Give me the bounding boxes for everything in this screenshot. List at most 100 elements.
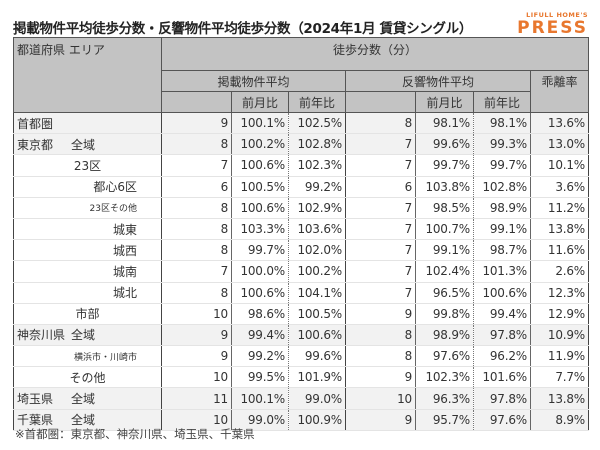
response-yoy: 96.2% <box>473 345 531 368</box>
header-listing-avg: 掲載物件平均 <box>161 70 346 92</box>
response-minutes: 9 <box>345 303 416 325</box>
gap-rate: 7.7% <box>530 366 589 389</box>
response-mom: 99.1% <box>415 239 474 262</box>
table-row: 市部 10 98.6% 100.5% 9 99.8% 99.4% 12.9% <box>13 303 589 325</box>
listing-minutes: 8 <box>161 218 232 241</box>
area-cell: 首都圏 <box>13 111 162 135</box>
response-mom: 99.8% <box>415 303 474 325</box>
header-response-blank <box>345 91 416 113</box>
gap-rate: 11.2% <box>530 197 589 219</box>
response-minutes: 8 <box>345 323 416 347</box>
listing-yoy: 99.0% <box>288 387 346 410</box>
area-label: 23区 <box>13 154 162 177</box>
response-yoy: 99.4% <box>473 303 531 325</box>
logo-small-text: LIFULL HOME'S <box>526 11 588 19</box>
listing-yoy: 99.2% <box>288 176 346 198</box>
area-cell: 千葉県 全域 <box>13 408 162 431</box>
listing-mom: 99.4% <box>231 323 289 347</box>
listing-yoy: 100.9% <box>288 408 346 431</box>
listing-mom: 98.6% <box>231 303 289 325</box>
listing-yoy: 99.6% <box>288 345 346 368</box>
listing-mom: 99.0% <box>231 408 289 431</box>
walking-minutes-table: 都道府県 エリア 徒歩分数（分） 掲載物件平均 反響物件平均 乖離率 前月比 前… <box>13 37 590 431</box>
header-listing-blank <box>161 91 232 113</box>
listing-minutes: 11 <box>161 387 232 410</box>
response-yoy: 97.6% <box>473 408 531 431</box>
area-label: 全域 <box>71 413 96 428</box>
table-row: 東京都 全域 8 100.2% 102.8% 7 99.6% 99.3% 13.0% <box>13 133 589 156</box>
listing-mom: 99.7% <box>231 239 289 262</box>
table-row: 城北 8 100.6% 104.1% 7 96.5% 100.6% 12.3% <box>13 282 589 304</box>
area-cell: 神奈川県 全域 <box>13 323 162 347</box>
gap-rate: 13.6% <box>530 111 589 135</box>
table-row: 首都圏 9 100.1% 102.5% 8 98.1% 98.1% 13.6% <box>13 111 589 135</box>
table-row: 都心6区 6 100.5% 99.2% 6 103.8% 102.8% 3.6% <box>13 176 589 198</box>
listing-mom: 100.1% <box>231 387 289 410</box>
listing-minutes: 8 <box>161 133 232 156</box>
listing-yoy: 102.9% <box>288 197 346 219</box>
listing-minutes: 9 <box>161 345 232 368</box>
response-mom: 102.3% <box>415 366 474 389</box>
listing-yoy: 100.6% <box>288 323 346 347</box>
response-minutes: 7 <box>345 218 416 241</box>
response-mom: 103.8% <box>415 176 474 198</box>
listing-minutes: 9 <box>161 111 232 135</box>
table-row: 23区 7 100.6% 102.3% 7 99.7% 99.7% 10.1% <box>13 154 589 177</box>
response-yoy: 99.3% <box>473 133 531 156</box>
response-minutes: 9 <box>345 408 416 431</box>
response-minutes: 8 <box>345 345 416 368</box>
response-minutes: 6 <box>345 176 416 198</box>
listing-mom: 99.5% <box>231 366 289 389</box>
gap-rate: 12.3% <box>530 282 589 304</box>
response-minutes: 7 <box>345 282 416 304</box>
area-label: 市部 <box>13 303 162 325</box>
listing-yoy: 102.5% <box>288 111 346 135</box>
area-label: 城西 <box>13 239 162 262</box>
area-label: 全域 <box>71 392 96 407</box>
listing-yoy: 102.3% <box>288 154 346 177</box>
listing-yoy: 101.9% <box>288 366 346 389</box>
gap-rate: 12.9% <box>530 303 589 325</box>
listing-minutes: 8 <box>161 239 232 262</box>
response-mom: 97.6% <box>415 345 474 368</box>
listing-yoy: 100.5% <box>288 303 346 325</box>
table-row: 城南 7 100.0% 100.2% 7 102.4% 101.3% 2.6% <box>13 260 589 283</box>
listing-minutes: 10 <box>161 408 232 431</box>
listing-mom: 100.0% <box>231 260 289 283</box>
listing-minutes: 8 <box>161 282 232 304</box>
table-row: 城東 8 103.3% 103.6% 7 100.7% 99.1% 13.8% <box>13 218 589 241</box>
response-yoy: 101.6% <box>473 366 531 389</box>
response-mom: 96.5% <box>415 282 474 304</box>
response-yoy: 101.3% <box>473 260 531 283</box>
header-response-yoy: 前年比 <box>473 91 531 113</box>
response-minutes: 7 <box>345 260 416 283</box>
prefecture-label: 首都圏 <box>17 116 54 131</box>
response-yoy: 100.6% <box>473 282 531 304</box>
gap-rate: 2.6% <box>530 260 589 283</box>
prefecture-label: 東京都 <box>17 137 54 152</box>
listing-minutes: 10 <box>161 303 232 325</box>
header-gap-rate: 乖離率 <box>529 70 590 113</box>
response-yoy: 98.9% <box>473 197 531 219</box>
area-label: その他 <box>13 366 162 389</box>
response-minutes: 7 <box>345 197 416 219</box>
listing-minutes: 10 <box>161 366 232 389</box>
listing-mom: 100.1% <box>231 111 289 135</box>
response-minutes: 7 <box>345 239 416 262</box>
area-label: 全域 <box>71 137 96 152</box>
header-listing-yoy: 前年比 <box>288 91 346 113</box>
listing-minutes: 9 <box>161 323 232 347</box>
prefecture-label: 埼玉県 <box>17 392 54 407</box>
response-yoy: 99.7% <box>473 154 531 177</box>
prefecture-label: 千葉県 <box>17 413 54 428</box>
listing-yoy: 102.8% <box>288 133 346 156</box>
response-mom: 98.1% <box>415 111 474 135</box>
response-minutes: 7 <box>345 133 416 156</box>
response-yoy: 97.8% <box>473 387 531 410</box>
gap-rate: 11.9% <box>530 345 589 368</box>
response-mom: 98.5% <box>415 197 474 219</box>
table-row: 埼玉県 全域 11 100.1% 99.0% 10 96.3% 97.8% 13.8% <box>13 387 589 410</box>
page-title: 掲載物件平均徒歩分数・反響物件平均徒歩分数（2024年1月 賃貸シングル） <box>13 21 473 37</box>
response-yoy: 97.8% <box>473 323 531 347</box>
listing-mom: 100.6% <box>231 154 289 177</box>
